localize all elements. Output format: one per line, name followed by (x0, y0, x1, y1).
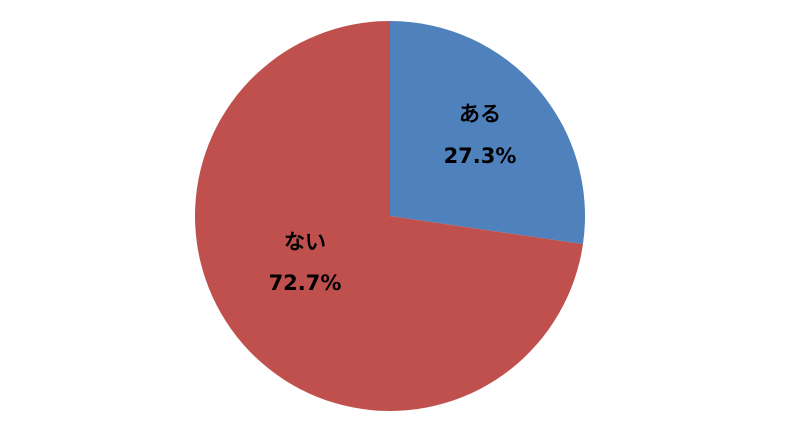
slice-value-nai: 72.7% (269, 271, 342, 295)
pie-slice-1 (195, 21, 583, 411)
pie-slice-0 (390, 21, 585, 245)
slice-value-aru: 27.3% (444, 144, 517, 168)
slice-label-aru: ある (459, 102, 501, 126)
slice-label-nai: ない (284, 230, 326, 254)
